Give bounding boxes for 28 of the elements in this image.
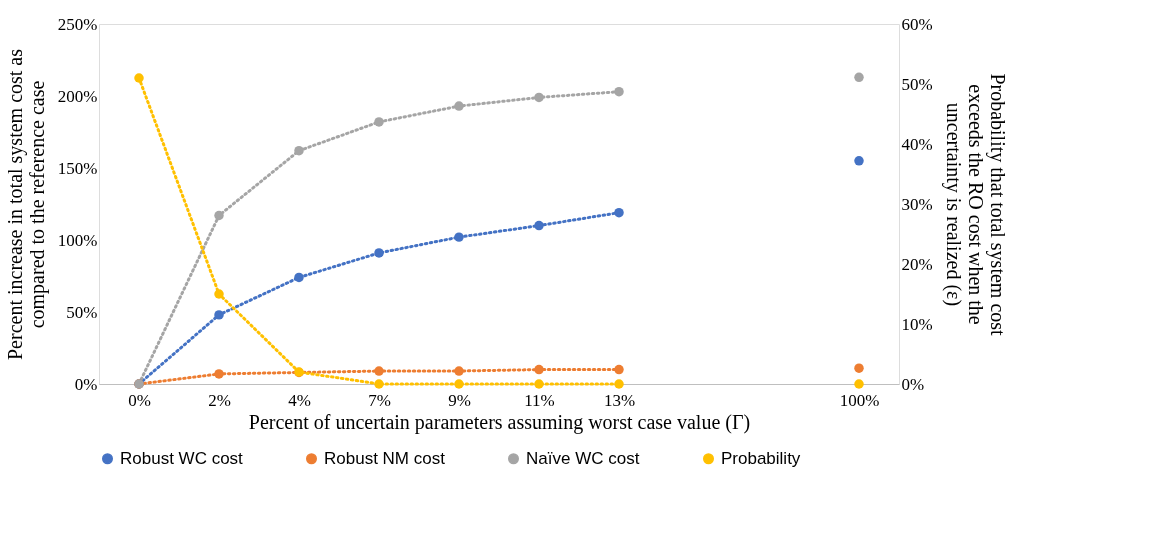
- x-tick-label: 7%: [368, 390, 391, 410]
- y-axis-title: Percent increase in total system cost as compared to the reference case: [3, 48, 49, 361]
- y2-tick-label: 10%: [901, 314, 933, 334]
- y-tick-label: 50%: [66, 302, 98, 322]
- x-tick-label: 2%: [208, 390, 231, 410]
- y2-tick-label: 0%: [901, 374, 925, 394]
- x-tick-label: 4%: [288, 390, 311, 410]
- y-tick-label: 100%: [57, 230, 98, 250]
- legend-label: Naïve WC cost: [526, 448, 640, 468]
- x-tick-label: 9%: [448, 390, 471, 410]
- y-tick-label: 150%: [57, 158, 98, 178]
- legend-label: Probability: [721, 448, 801, 468]
- legend-label: Robust WC cost: [120, 448, 244, 468]
- x-axis-title: Percent of uncertain parameters assuming worst case value (Γ): [248, 410, 751, 434]
- y2-tick-label: 20%: [901, 254, 933, 274]
- y-tick-label: 0%: [74, 374, 98, 394]
- y2-tick-label: 60%: [901, 14, 933, 34]
- y2-tick-label: 30%: [901, 194, 933, 214]
- legend-label: Robust NM cost: [324, 448, 446, 468]
- x-tick-label: 100%: [839, 390, 880, 410]
- x-tick-label: 11%: [524, 390, 555, 410]
- x-tick-label: 13%: [603, 390, 636, 410]
- y2-tick-label: 50%: [901, 74, 933, 94]
- x-tick-label: 0%: [128, 390, 151, 410]
- y-tick-label: 200%: [57, 86, 98, 106]
- y2-axis-title: Probability that total system cost exceeds the RO cost when the uncertainty is realized (ε): [941, 73, 1009, 337]
- y-tick-label: 250%: [57, 14, 98, 34]
- y2-tick-label: 40%: [901, 134, 933, 154]
